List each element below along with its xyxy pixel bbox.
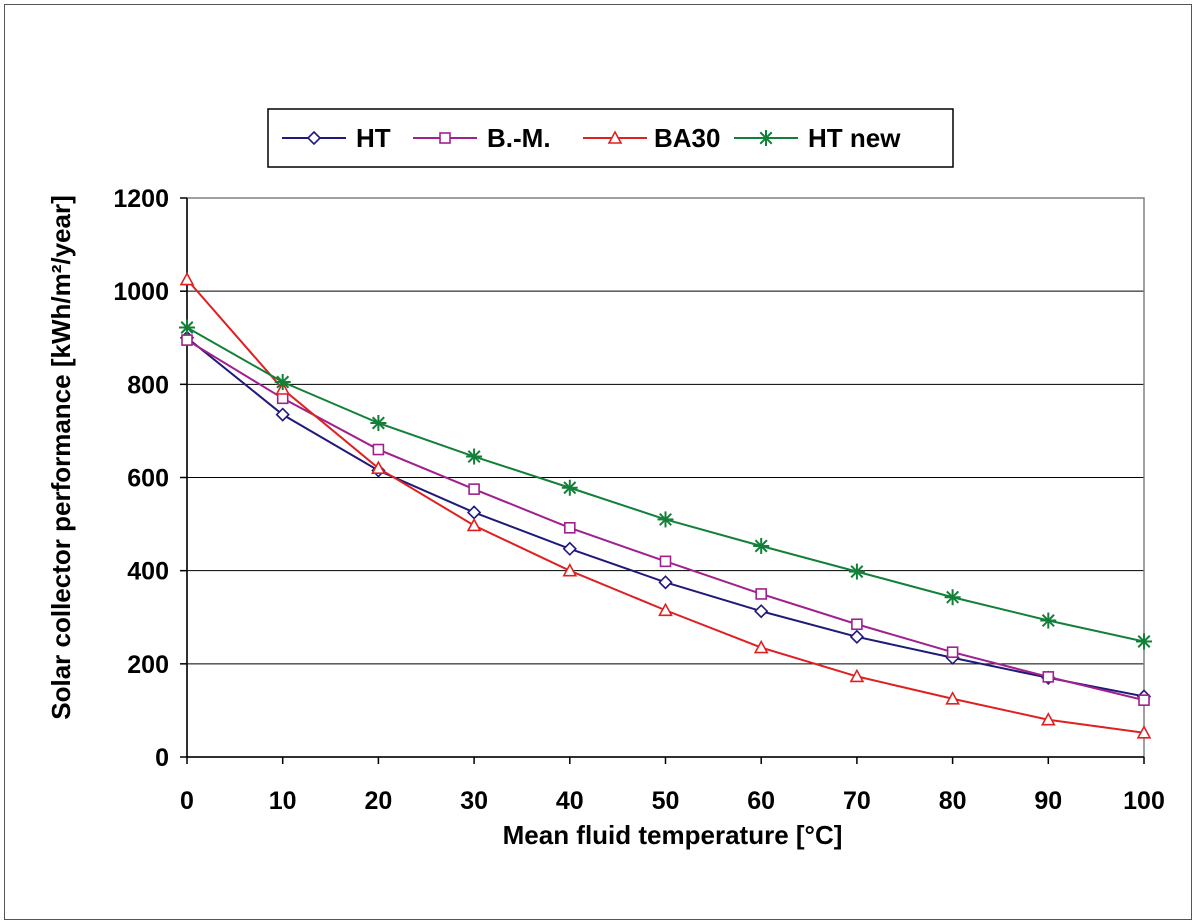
x-axis-title: Mean fluid temperature [°C] [503, 820, 843, 850]
data-point [946, 646, 959, 658]
data-point [466, 505, 482, 520]
data-point [658, 575, 673, 590]
x-tick-label: 40 [556, 787, 584, 815]
y-tick-label: 400 [127, 558, 169, 586]
data-point [371, 460, 386, 474]
data-point [755, 588, 768, 600]
data-point [179, 319, 195, 336]
data-point [370, 414, 387, 431]
legend-label: BA30 [654, 123, 720, 153]
x-tick-label: 10 [269, 787, 297, 815]
data-point [276, 392, 289, 405]
data-point [562, 541, 577, 556]
legend-label: B.-M. [487, 123, 551, 153]
series-line [186, 326, 1145, 643]
data-point [753, 537, 770, 554]
data-point [754, 604, 769, 619]
legend-item: BA30 [583, 123, 720, 153]
legend-item: HT [282, 123, 391, 153]
series-b-m- [181, 334, 1150, 706]
x-tick-label: 80 [939, 787, 967, 815]
data-point [562, 562, 578, 577]
legend-label: HT new [808, 123, 901, 153]
data-point [466, 448, 483, 465]
legend: HT B.-M. BA30 HT new [267, 108, 954, 168]
legend-item: HT new [734, 123, 901, 153]
y-tick-label: 600 [127, 465, 169, 493]
axes [180, 197, 1145, 764]
data-point [563, 522, 576, 534]
data-point [945, 691, 960, 705]
x-tick-label: 50 [652, 787, 680, 815]
legend-marker [439, 132, 451, 144]
data-point [181, 334, 193, 346]
y-tick-label: 1200 [113, 185, 169, 213]
x-tick-label: 30 [460, 787, 488, 815]
series-ht-new [179, 319, 1152, 650]
x-tick-label: 0 [180, 787, 194, 815]
x-tick-label: 90 [1034, 787, 1062, 815]
data-point [753, 639, 769, 654]
x-tick-label: 20 [364, 787, 392, 815]
y-axis-title: Solar collector performance [kWh/m²/year… [46, 195, 76, 719]
data-point [1138, 694, 1150, 706]
data-point [849, 668, 865, 683]
y-tick-label: 0 [155, 744, 169, 772]
data-point [658, 602, 673, 617]
legend-item: B.-M. [413, 123, 551, 153]
gridlines [187, 197, 1144, 665]
data-point [944, 589, 961, 606]
data-point [1136, 725, 1152, 739]
data-point [561, 479, 578, 496]
data-point [1040, 612, 1057, 629]
tick-labels: 0 200 400 600 800 1000 1200 0 10 20 30 40 50 60 70 80 90… [113, 185, 1164, 815]
data-point [848, 563, 865, 580]
data-point [1136, 633, 1152, 650]
legend-marker [607, 130, 623, 144]
y-tick-label: 1000 [113, 278, 169, 306]
data-point [466, 517, 482, 532]
chart-frame [4, 4, 1192, 920]
data-point [275, 407, 290, 422]
data-point [372, 443, 385, 456]
data-point [468, 483, 480, 495]
data-point [1042, 671, 1055, 683]
legend-marker [758, 130, 774, 146]
x-tick-label: 100 [1123, 787, 1165, 815]
data-point [179, 271, 195, 286]
legend-label: HT [356, 123, 391, 153]
data-point [851, 618, 863, 631]
data-point [657, 511, 674, 528]
y-tick-label: 200 [127, 651, 169, 679]
data-point [849, 629, 865, 644]
y-tick-label: 800 [127, 371, 169, 399]
x-tick-label: 60 [747, 787, 775, 815]
data-point [1040, 712, 1056, 726]
series-ba30 [179, 271, 1152, 739]
data-point [659, 555, 672, 568]
data-point [274, 374, 291, 391]
series-layer [179, 271, 1152, 739]
x-tick-label: 70 [843, 787, 871, 815]
legend-marker [306, 130, 322, 146]
